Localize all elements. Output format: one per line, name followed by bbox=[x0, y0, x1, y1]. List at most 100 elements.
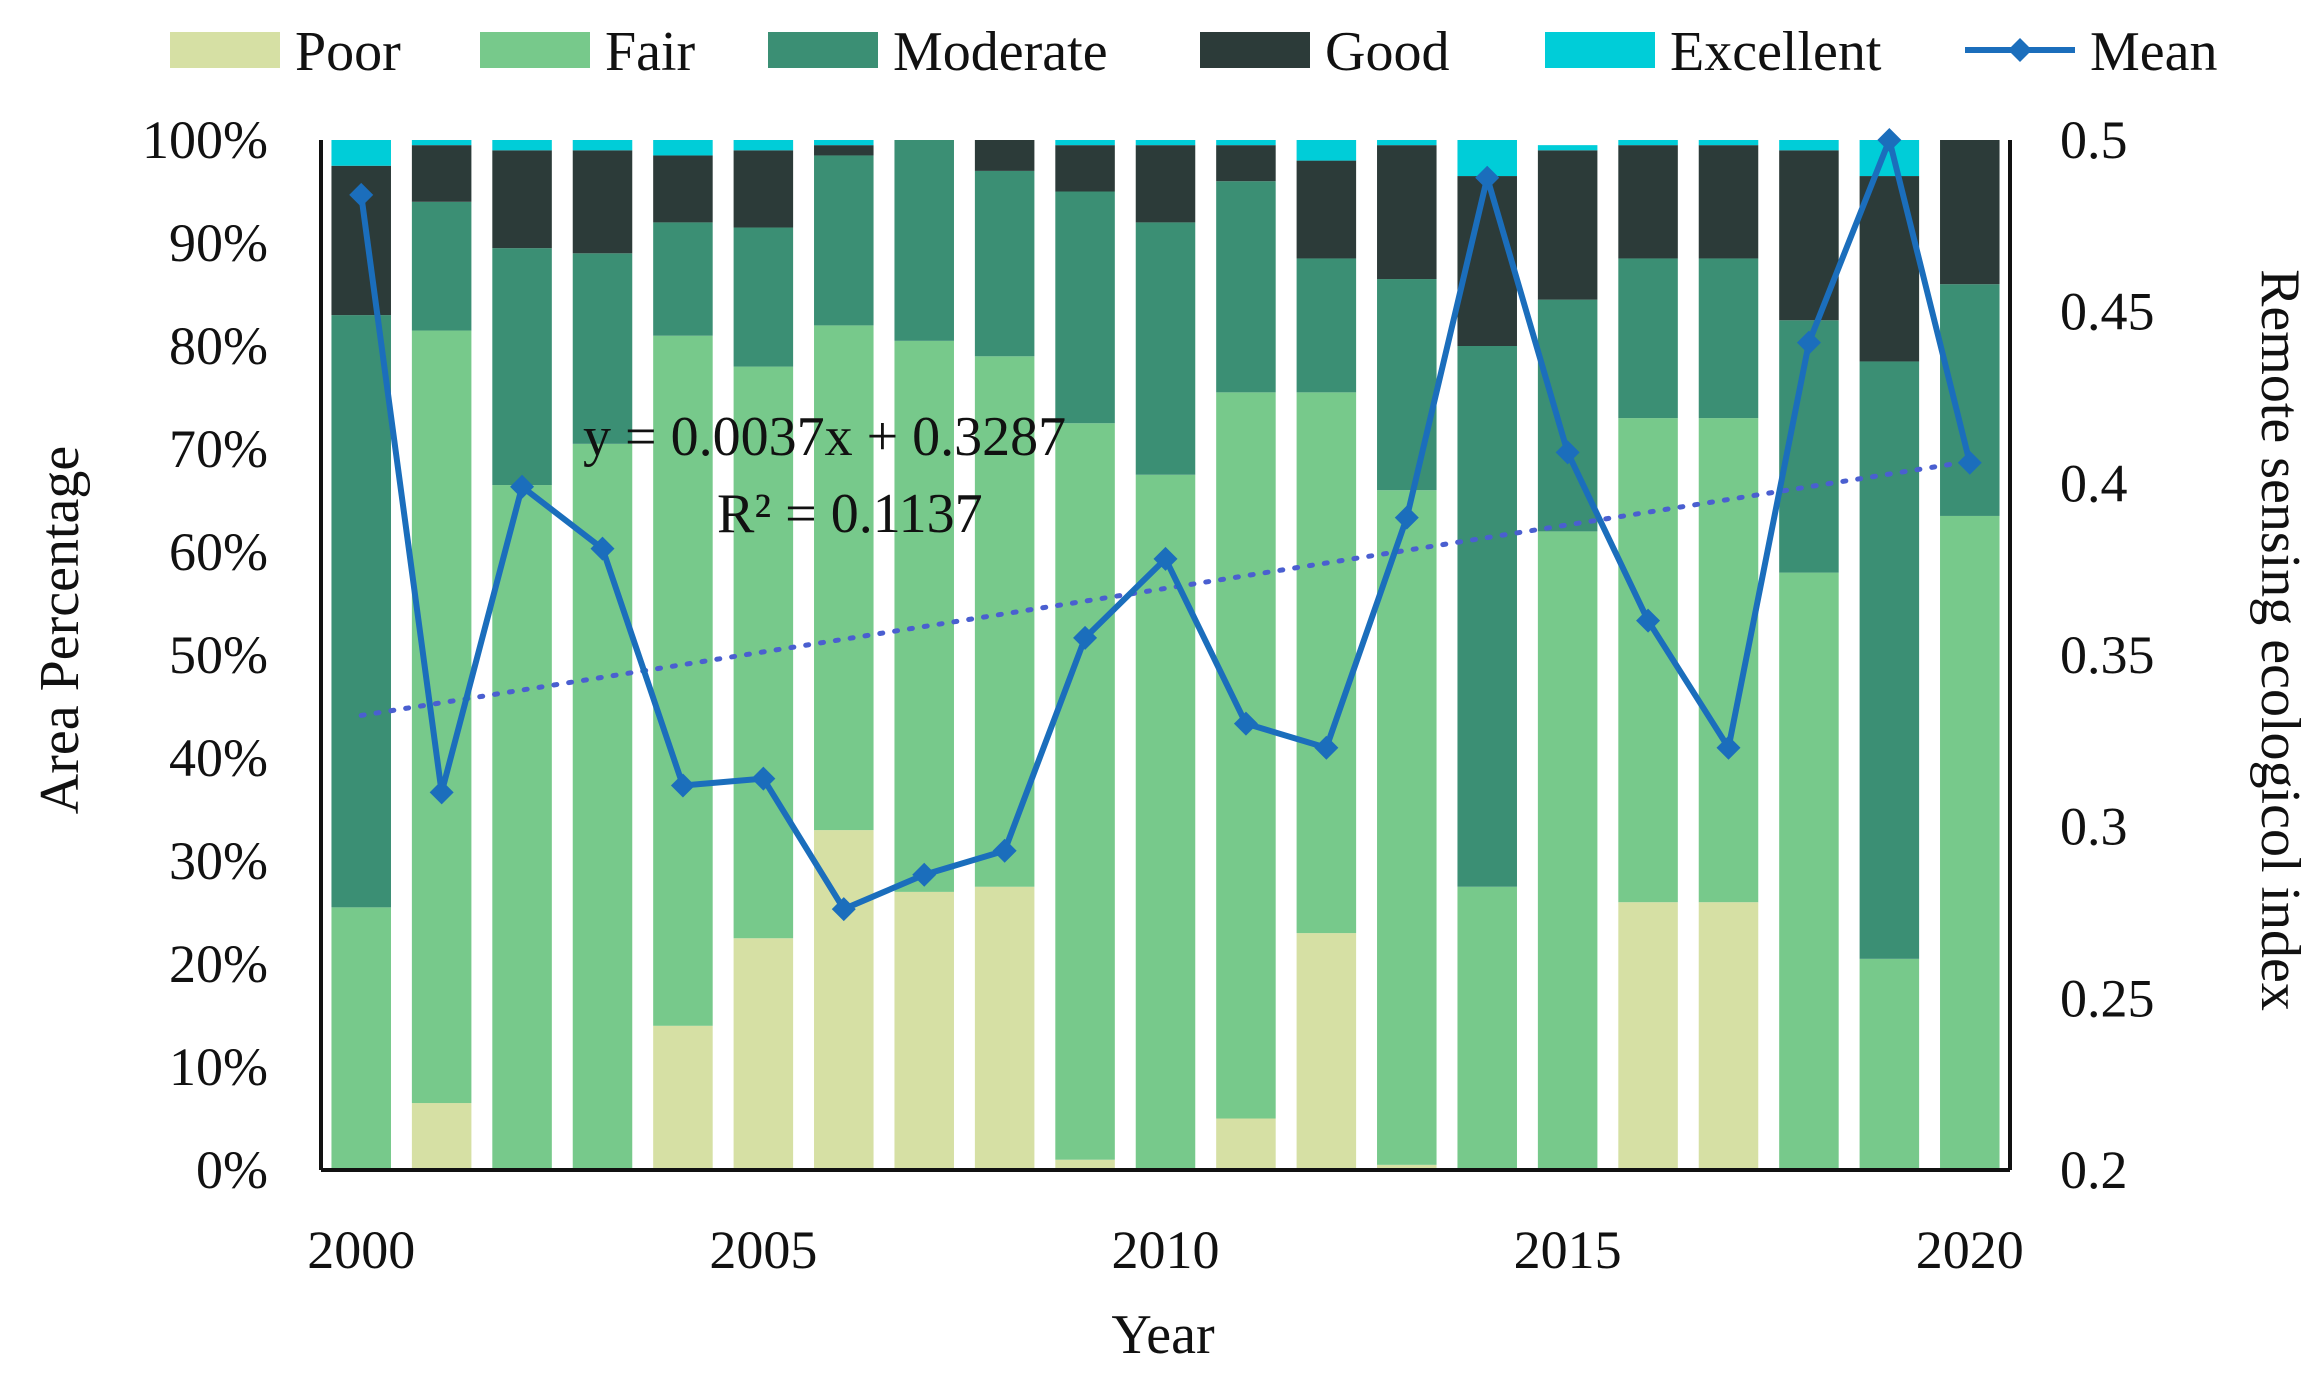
bar-poor-2013 bbox=[1377, 1164, 1437, 1170]
legend-swatch-excellent bbox=[1545, 32, 1655, 68]
y2-tick-label: 0.5 bbox=[2060, 110, 2128, 170]
bar-good-2016 bbox=[1618, 145, 1678, 259]
bar-moderate-2009 bbox=[1055, 191, 1115, 424]
x-tick-label: 2020 bbox=[1916, 1220, 2024, 1280]
bar-poor-2004 bbox=[653, 1025, 713, 1170]
mean-marker-2009 bbox=[1073, 625, 1098, 650]
bar-moderate-2012 bbox=[1296, 258, 1357, 393]
bar-moderate-2013 bbox=[1377, 279, 1437, 491]
mean-marker-2010 bbox=[1153, 546, 1178, 571]
bar-poor-2012 bbox=[1296, 933, 1357, 1170]
bar-fair-2002 bbox=[492, 485, 552, 1170]
trendline-path bbox=[358, 458, 1973, 718]
mean-marker-2015 bbox=[1555, 440, 1580, 465]
bar-excellent-2015 bbox=[1537, 145, 1598, 151]
bar-moderate-2004 bbox=[653, 222, 713, 336]
bar-fair-2017 bbox=[1698, 418, 1759, 903]
mean-marker-2004 bbox=[670, 773, 695, 798]
legend: Poor Fair Moderate Good Excellent Mean bbox=[170, 21, 2218, 83]
y-tick-label: 20% bbox=[169, 934, 268, 994]
bar-moderate-2001 bbox=[411, 201, 472, 331]
bar-good-2009 bbox=[1055, 145, 1115, 192]
bar-poor-2001 bbox=[411, 1103, 472, 1170]
mean-marker-2019 bbox=[1877, 128, 1902, 152]
bar-good-2002 bbox=[492, 150, 552, 249]
x-tick-label: 2005 bbox=[709, 1220, 817, 1280]
bar-excellent-2018 bbox=[1779, 140, 1839, 151]
bars bbox=[331, 140, 2000, 1171]
bar-good-2005 bbox=[733, 150, 794, 228]
bar-fair-2013 bbox=[1377, 490, 1437, 1165]
mean-marker-2005 bbox=[751, 766, 776, 791]
y2-tick-label: 0.25 bbox=[2060, 968, 2155, 1028]
y2-tick-label: 0.4 bbox=[2060, 453, 2128, 513]
legend-swatch-mean-marker bbox=[2008, 38, 2032, 62]
bar-good-2001 bbox=[411, 145, 472, 202]
bar-moderate-2017 bbox=[1698, 258, 1759, 419]
bar-good-2013 bbox=[1377, 145, 1437, 280]
bar-excellent-2005 bbox=[733, 140, 794, 151]
legend-swatch-fair bbox=[480, 32, 590, 68]
bar-fair-2014 bbox=[1457, 886, 1517, 1170]
legend-label-moderate: Moderate bbox=[893, 21, 1108, 83]
mean-marker-2017 bbox=[1716, 735, 1741, 760]
bar-fair-2015 bbox=[1537, 531, 1598, 1170]
bar-good-2008 bbox=[974, 140, 1035, 171]
mean-marker-2020 bbox=[1957, 450, 1982, 475]
legend-label-poor: Poor bbox=[295, 21, 401, 83]
mean-marker-2016 bbox=[1636, 608, 1661, 633]
bar-moderate-2002 bbox=[492, 248, 552, 486]
y-tick-label: 60% bbox=[169, 522, 268, 582]
bar-fair-2020 bbox=[1940, 515, 2000, 1170]
bar-fair-2003 bbox=[572, 443, 633, 1171]
bar-good-2015 bbox=[1537, 150, 1598, 300]
bar-fair-2016 bbox=[1618, 418, 1678, 903]
mean-marker-2014 bbox=[1475, 165, 1500, 190]
y-tick-label: 50% bbox=[169, 625, 268, 685]
bar-moderate-2003 bbox=[572, 253, 633, 444]
bar-good-2011 bbox=[1216, 145, 1276, 182]
bar-excellent-2000 bbox=[331, 140, 391, 166]
legend-swatch-good bbox=[1200, 32, 1310, 68]
bar-moderate-2010 bbox=[1135, 222, 1196, 475]
bar-good-2012 bbox=[1296, 160, 1357, 259]
tick-labels: 0% 10% 20% 30% 40% 50% 60% 70% 80% 90% 100% 0.2 0.25… bbox=[142, 110, 2154, 1280]
bar-poor-2007 bbox=[894, 891, 954, 1170]
mean-marker-2001 bbox=[429, 780, 454, 805]
bar-poor-2005 bbox=[733, 938, 794, 1170]
y-tick-label: 90% bbox=[169, 213, 268, 273]
bar-poor-2017 bbox=[1698, 902, 1759, 1170]
bar-moderate-2005 bbox=[733, 227, 794, 367]
y-axis-title: Area Percentage bbox=[29, 446, 91, 814]
bar-fair-2019 bbox=[1859, 958, 1920, 1170]
legend-label-good: Good bbox=[1325, 21, 1449, 83]
legend-swatch-poor bbox=[170, 32, 280, 68]
y2-axis-title: Remote sensing ecologicol index bbox=[2249, 269, 2311, 1011]
mean-marker-2011 bbox=[1233, 711, 1258, 736]
bar-excellent-2006 bbox=[814, 140, 874, 146]
bar-fair-2012 bbox=[1296, 392, 1357, 934]
bar-excellent-2016 bbox=[1618, 140, 1678, 146]
bar-fair-2007 bbox=[894, 340, 954, 892]
bar-moderate-2006 bbox=[814, 155, 874, 326]
y-tick-label: 30% bbox=[169, 831, 268, 891]
bar-moderate-2011 bbox=[1216, 181, 1276, 393]
bar-excellent-2001 bbox=[411, 140, 472, 146]
mean-marker-2018 bbox=[1796, 330, 1821, 355]
mean-series bbox=[349, 128, 1982, 922]
y2-tick-label: 0.35 bbox=[2060, 625, 2155, 685]
bar-excellent-2017 bbox=[1698, 140, 1759, 146]
bar-moderate-2000 bbox=[331, 315, 391, 908]
bar-excellent-2004 bbox=[653, 140, 713, 156]
bar-good-2019 bbox=[1859, 176, 1920, 362]
y-tick-label: 70% bbox=[169, 419, 268, 479]
bar-good-2017 bbox=[1698, 145, 1759, 259]
legend-label-fair: Fair bbox=[605, 21, 696, 83]
bar-poor-2011 bbox=[1216, 1118, 1276, 1170]
bar-excellent-2013 bbox=[1377, 140, 1437, 146]
x-tick-label: 2010 bbox=[1112, 1220, 1220, 1280]
bar-poor-2016 bbox=[1618, 902, 1678, 1170]
bar-fair-2006 bbox=[814, 325, 874, 831]
y2-tick-label: 0.45 bbox=[2060, 282, 2155, 342]
